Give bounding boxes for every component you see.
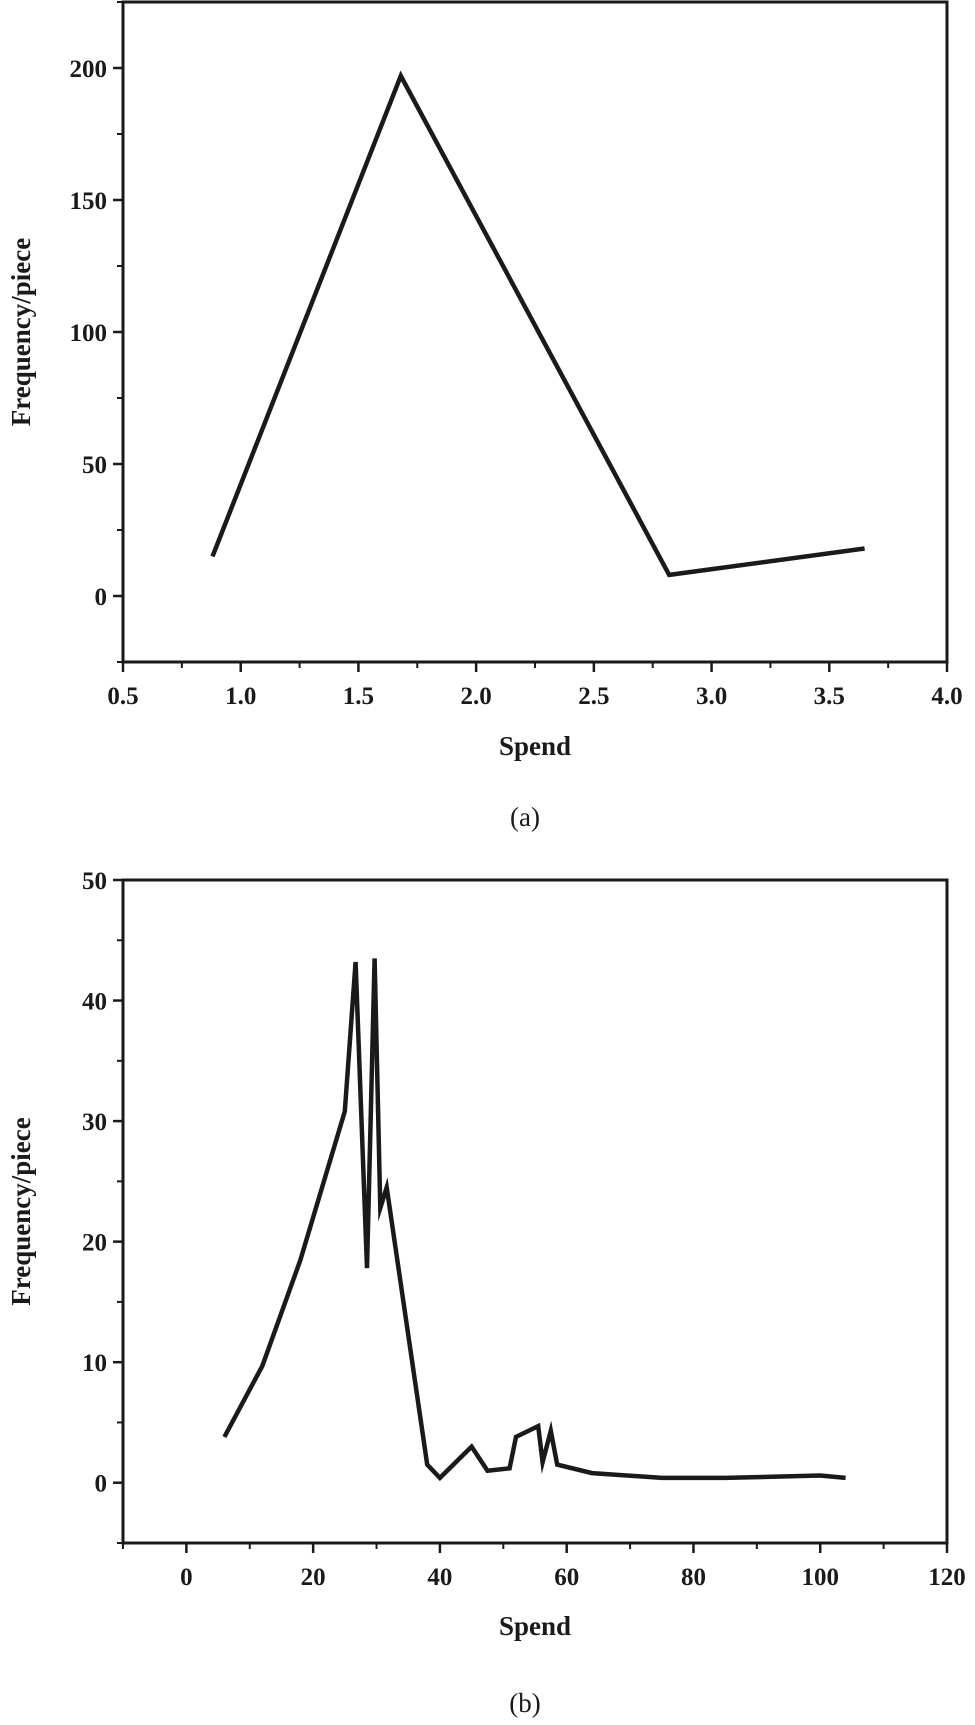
x-tick-label: 3.5 — [814, 683, 845, 710]
x-tick-label: 4.0 — [931, 683, 962, 710]
y-tick-label: 10 — [82, 1350, 107, 1377]
x-tick-label: 0.5 — [107, 683, 138, 710]
plot-frame — [121, 0, 949, 664]
y-tick-label: 50 — [82, 452, 107, 479]
y-tick-label: 0 — [95, 1471, 108, 1498]
y-axis-title: Frequency/piece — [6, 1117, 36, 1305]
x-axis-title: Spend — [499, 1611, 571, 1641]
x-tick-label: 80 — [681, 1564, 706, 1591]
x-tick-label: 1.0 — [225, 683, 256, 710]
y-tick-label: 20 — [82, 1230, 107, 1257]
plot-frame — [121, 878, 949, 1545]
chart-panel-b: 0 20 40 60 80 100 120 0 10 20 30 40 50 Spend Frequency… — [6, 868, 966, 1718]
x-tick-label: 100 — [801, 1564, 839, 1591]
y-tick-label: 50 — [82, 868, 107, 895]
y-tick-label: 0 — [95, 584, 108, 611]
y-tick-label: 30 — [82, 1109, 107, 1136]
y-tick-label: 150 — [70, 188, 108, 215]
x-tick-label: 40 — [427, 1564, 452, 1591]
series-line — [222, 958, 846, 1482]
x-tick-label: 2.5 — [578, 683, 609, 710]
x-axis-title: Spend — [499, 731, 571, 761]
series-line — [210, 70, 865, 578]
x-tick-label: 120 — [928, 1564, 966, 1591]
panel-caption: (b) — [509, 1688, 540, 1718]
x-tick-label: 1.5 — [343, 683, 374, 710]
x-tick-label: 2.0 — [461, 683, 492, 710]
x-tick-label: 20 — [301, 1564, 326, 1591]
x-tick-label: 3.0 — [696, 683, 727, 710]
x-tick-label: 60 — [554, 1564, 579, 1591]
y-axis-title: Frequency/piece — [6, 238, 36, 426]
panel-caption: (a) — [510, 802, 540, 832]
y-tick-label: 40 — [82, 989, 107, 1016]
chart-panel-a: 0.5 1.0 1.5 2.0 2.5 3.0 3.5 4.0 0 50 100 150 200 Spen… — [6, 0, 963, 832]
y-tick-label: 100 — [70, 320, 108, 347]
y-tick-label: 200 — [70, 56, 108, 83]
x-tick-label: 0 — [180, 1564, 193, 1591]
